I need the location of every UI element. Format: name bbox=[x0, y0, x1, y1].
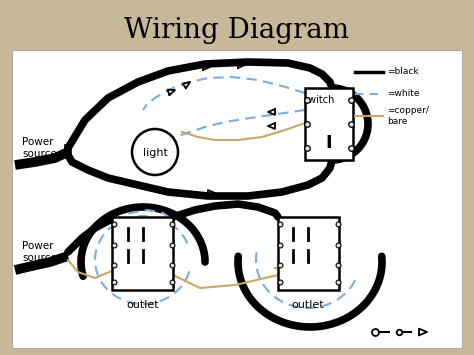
Bar bbox=[112, 217, 173, 290]
Text: Power
source: Power source bbox=[22, 137, 57, 159]
Bar bbox=[12, 50, 462, 348]
Text: =copper/
bare: =copper/ bare bbox=[387, 106, 429, 126]
Text: =black: =black bbox=[387, 67, 419, 76]
Text: =white: =white bbox=[387, 89, 419, 98]
Bar bbox=[278, 217, 339, 290]
Text: Power
source: Power source bbox=[22, 241, 57, 263]
Text: Wiring Diagram: Wiring Diagram bbox=[125, 16, 349, 44]
Text: light: light bbox=[143, 148, 167, 158]
Text: outlet: outlet bbox=[292, 300, 324, 310]
Circle shape bbox=[132, 129, 178, 175]
Text: switch: switch bbox=[303, 95, 335, 105]
Bar bbox=[305, 88, 353, 160]
Text: I: I bbox=[326, 134, 332, 152]
Text: outlet: outlet bbox=[127, 300, 159, 310]
